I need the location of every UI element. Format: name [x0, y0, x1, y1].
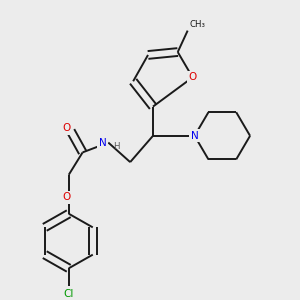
- Text: O: O: [63, 192, 71, 202]
- Text: CH₃: CH₃: [190, 20, 206, 29]
- Text: Cl: Cl: [64, 289, 74, 298]
- Text: H: H: [113, 142, 120, 151]
- Text: N: N: [191, 131, 199, 141]
- Text: O: O: [63, 123, 71, 133]
- Text: N: N: [99, 138, 106, 148]
- Text: O: O: [188, 72, 197, 82]
- Text: N: N: [191, 131, 199, 141]
